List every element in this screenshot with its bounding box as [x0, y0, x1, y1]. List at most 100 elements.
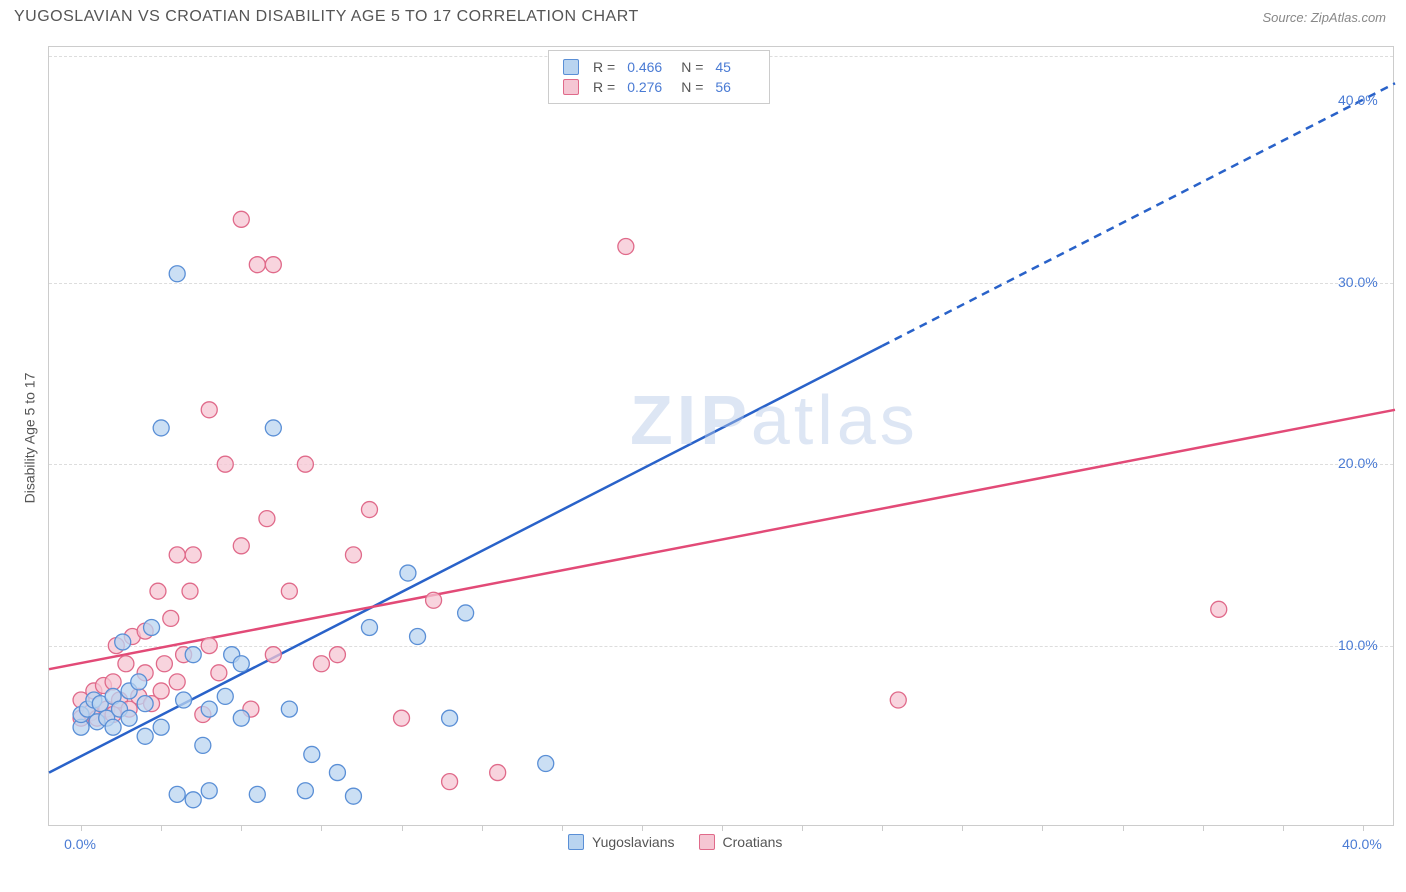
legend-series-label: Yugoslavians	[592, 834, 675, 850]
y-tick-label: 10.0%	[1338, 637, 1378, 653]
scatter-point	[618, 239, 634, 255]
scatter-point	[304, 746, 320, 762]
scatter-point	[121, 710, 137, 726]
scatter-point	[195, 737, 211, 753]
scatter-point	[265, 257, 281, 273]
scatter-point	[233, 656, 249, 672]
scatter-point	[442, 710, 458, 726]
scatter-point	[153, 420, 169, 436]
scatter-point	[156, 656, 172, 672]
scatter-point	[169, 674, 185, 690]
chart-header: YUGOSLAVIAN VS CROATIAN DISABILITY AGE 5…	[0, 0, 1406, 34]
scatter-point	[345, 788, 361, 804]
scatter-point	[211, 665, 227, 681]
scatter-point	[490, 765, 506, 781]
scatter-point	[217, 688, 233, 704]
y-tick-label: 30.0%	[1338, 274, 1378, 290]
n-label: N =	[681, 59, 703, 75]
n-label: N =	[681, 79, 703, 95]
x-tick-label: 40.0%	[1342, 836, 1382, 852]
scatter-point	[313, 656, 329, 672]
scatter-point	[426, 592, 442, 608]
scatter-point	[105, 674, 121, 690]
scatter-point	[281, 583, 297, 599]
scatter-point	[249, 786, 265, 802]
scatter-point	[150, 583, 166, 599]
scatter-point	[163, 610, 179, 626]
scatter-point	[169, 786, 185, 802]
n-value: 45	[715, 59, 755, 75]
scatter-point	[329, 647, 345, 663]
trend-line-dashed	[882, 83, 1395, 346]
scatter-point	[105, 719, 121, 735]
scatter-point	[201, 402, 217, 418]
scatter-point	[329, 765, 345, 781]
scatter-point	[297, 783, 313, 799]
x-tick-label: 0.0%	[64, 836, 96, 852]
n-value: 56	[715, 79, 755, 95]
scatter-point	[410, 629, 426, 645]
scatter-point	[361, 619, 377, 635]
scatter-point	[1211, 601, 1227, 617]
legend-correlation-row: R = 0.276 N = 56	[563, 77, 755, 97]
scatter-point	[394, 710, 410, 726]
scatter-point	[259, 511, 275, 527]
scatter-point	[169, 547, 185, 563]
scatter-point	[153, 719, 169, 735]
scatter-point	[281, 701, 297, 717]
trend-line	[49, 410, 1395, 669]
legend-swatch	[699, 834, 715, 850]
scatter-point	[169, 266, 185, 282]
scatter-point	[249, 257, 265, 273]
legend-correlation-row: R = 0.466 N = 45	[563, 57, 755, 77]
scatter-point	[153, 683, 169, 699]
scatter-point	[217, 456, 233, 472]
scatter-point	[458, 605, 474, 621]
scatter-point	[265, 420, 281, 436]
scatter-point	[144, 619, 160, 635]
legend-series: Yugoslavians Croatians	[568, 834, 782, 850]
scatter-point	[137, 728, 153, 744]
scatter-point	[182, 583, 198, 599]
scatter-point	[442, 774, 458, 790]
legend-series-label: Croatians	[723, 834, 783, 850]
scatter-point	[137, 696, 153, 712]
legend-correlation-box: R = 0.466 N = 45 R = 0.276 N = 56	[548, 50, 770, 104]
scatter-point	[890, 692, 906, 708]
chart-title: YUGOSLAVIAN VS CROATIAN DISABILITY AGE 5…	[14, 8, 639, 26]
scatter-point	[400, 565, 416, 581]
scatter-point	[176, 692, 192, 708]
r-value: 0.276	[627, 79, 667, 95]
scatter-point	[233, 710, 249, 726]
y-tick-label: 40.0%	[1338, 92, 1378, 108]
scatter-point	[201, 638, 217, 654]
scatter-point	[115, 634, 131, 650]
legend-swatch	[568, 834, 584, 850]
r-value: 0.466	[627, 59, 667, 75]
r-label: R =	[593, 79, 615, 95]
scatter-point	[345, 547, 361, 563]
y-tick-label: 20.0%	[1338, 455, 1378, 471]
scatter-point	[118, 656, 134, 672]
scatter-point	[265, 647, 281, 663]
scatter-point	[233, 211, 249, 227]
scatter-point	[201, 783, 217, 799]
legend-series-item: Croatians	[699, 834, 783, 850]
chart-source: Source: ZipAtlas.com	[1262, 10, 1386, 25]
scatter-point	[233, 538, 249, 554]
chart-plot-area	[48, 46, 1394, 826]
scatter-point	[131, 674, 147, 690]
scatter-point	[201, 701, 217, 717]
y-axis-label: Disability Age 5 to 17	[21, 373, 37, 504]
scatter-point	[538, 756, 554, 772]
legend-series-item: Yugoslavians	[568, 834, 675, 850]
scatter-point	[185, 647, 201, 663]
scatter-point	[185, 792, 201, 808]
legend-swatch	[563, 79, 579, 95]
legend-swatch	[563, 59, 579, 75]
chart-svg	[49, 47, 1395, 827]
scatter-point	[297, 456, 313, 472]
scatter-point	[361, 502, 377, 518]
r-label: R =	[593, 59, 615, 75]
scatter-point	[185, 547, 201, 563]
